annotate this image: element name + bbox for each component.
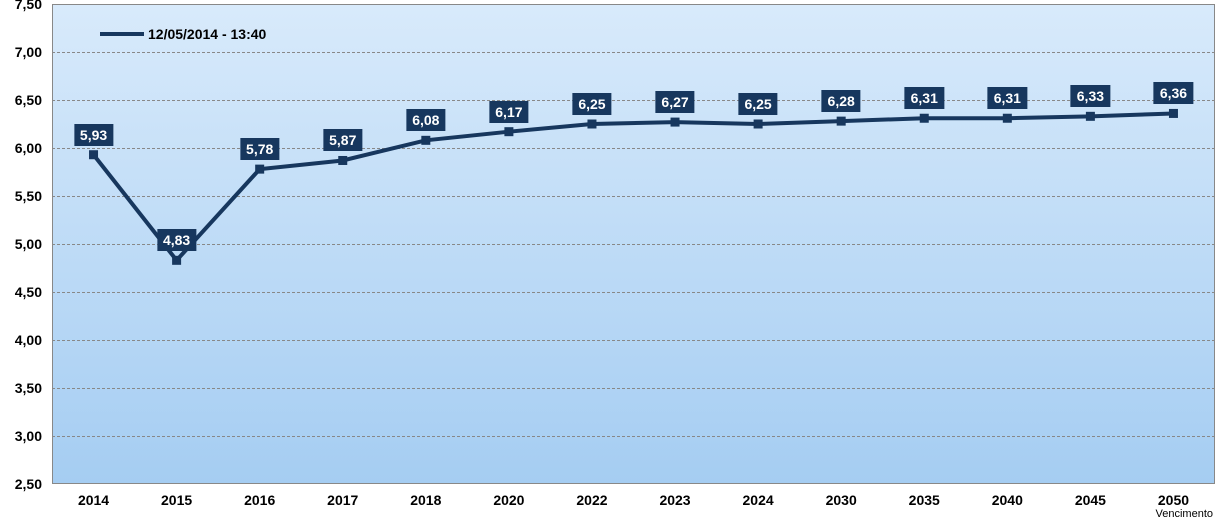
data-marker <box>1086 112 1095 121</box>
data-label: 6,17 <box>489 101 528 123</box>
data-marker <box>504 127 513 136</box>
data-marker <box>89 150 98 159</box>
data-label: 5,93 <box>74 124 113 146</box>
data-marker <box>1003 114 1012 123</box>
data-marker <box>338 156 347 165</box>
data-label: 6,31 <box>988 87 1027 109</box>
line-path <box>94 113 1174 260</box>
data-label: 6,36 <box>1154 82 1193 104</box>
data-marker <box>421 136 430 145</box>
legend: 12/05/2014 - 13:40 <box>100 26 266 42</box>
data-marker <box>671 118 680 127</box>
legend-label: 12/05/2014 - 13:40 <box>148 26 266 42</box>
data-label: 5,87 <box>323 129 362 151</box>
data-marker <box>920 114 929 123</box>
x-axis-title: Vencimento <box>1156 508 1213 520</box>
legend-line-swatch <box>100 32 144 36</box>
data-label: 6,25 <box>738 93 777 115</box>
data-label: 5,78 <box>240 138 279 160</box>
data-label: 6,27 <box>655 91 694 113</box>
data-label: 4,83 <box>157 229 196 251</box>
data-label: 6,31 <box>905 87 944 109</box>
chart-container: 7,507,006,506,005,505,004,504,003,503,00… <box>0 0 1221 524</box>
line-series-svg <box>0 0 1221 524</box>
data-label: 6,25 <box>572 93 611 115</box>
data-marker <box>587 120 596 129</box>
data-label: 6,08 <box>406 109 445 131</box>
data-label: 6,28 <box>822 90 861 112</box>
data-marker <box>754 120 763 129</box>
data-label: 6,33 <box>1071 85 1110 107</box>
data-marker <box>172 256 181 265</box>
data-marker <box>1169 109 1178 118</box>
data-marker <box>255 165 264 174</box>
data-marker <box>837 117 846 126</box>
